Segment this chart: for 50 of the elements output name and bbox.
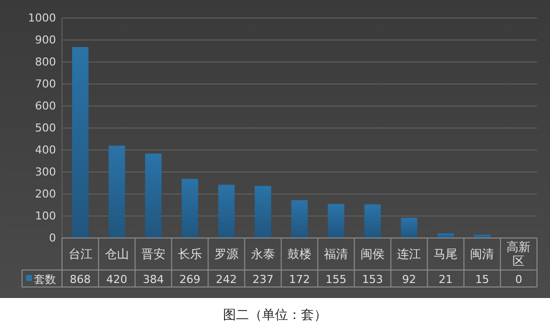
y-tick-label: 200 bbox=[35, 188, 56, 201]
y-tick-label: 600 bbox=[35, 100, 56, 113]
y-tick-label: 800 bbox=[35, 56, 56, 69]
x-tick-label: 鼓楼 bbox=[288, 247, 312, 261]
legend-label: 套数 bbox=[34, 273, 56, 286]
data-label: 384 bbox=[142, 273, 164, 286]
data-label: 92 bbox=[402, 273, 416, 286]
x-tick-label: 闽侯 bbox=[360, 247, 385, 261]
bar bbox=[72, 47, 88, 238]
bar bbox=[218, 184, 235, 238]
y-tick-label: 900 bbox=[35, 34, 56, 47]
data-label: 868 bbox=[70, 273, 91, 286]
data-label: 155 bbox=[326, 273, 347, 286]
bar bbox=[182, 178, 198, 238]
data-label: 21 bbox=[438, 273, 453, 286]
y-tick-label: 1000 bbox=[28, 12, 56, 25]
x-tick-label: 仓山 bbox=[104, 247, 129, 261]
bar bbox=[254, 186, 272, 238]
y-tick-label: 100 bbox=[35, 210, 56, 223]
data-label: 0 bbox=[515, 273, 522, 286]
data-label: 153 bbox=[362, 273, 384, 286]
bar bbox=[291, 200, 308, 238]
data-label: 172 bbox=[289, 273, 310, 286]
bar bbox=[328, 204, 344, 238]
x-tick-label: 长乐 bbox=[178, 247, 202, 261]
x-tick-label: 高新区 bbox=[506, 240, 531, 268]
bar bbox=[145, 154, 162, 238]
x-tick-label: 连江 bbox=[397, 247, 422, 261]
x-tick-label: 罗源 bbox=[214, 247, 238, 261]
x-tick-label: 永泰 bbox=[250, 247, 275, 261]
x-tick-label: 福清 bbox=[324, 247, 348, 261]
data-label: 15 bbox=[475, 273, 490, 286]
data-label: 242 bbox=[216, 273, 237, 286]
bar bbox=[400, 218, 418, 238]
x-tick-label: 闽清 bbox=[470, 247, 494, 261]
data-label: 420 bbox=[106, 273, 128, 286]
y-tick-label: 300 bbox=[35, 166, 56, 179]
x-tick-label: 晋安 bbox=[141, 247, 166, 261]
y-tick-label: 500 bbox=[35, 122, 56, 135]
bar bbox=[364, 204, 381, 238]
x-tick-label: 台江 bbox=[68, 247, 92, 261]
y-tick-label: 400 bbox=[35, 144, 56, 157]
data-label: 269 bbox=[179, 273, 200, 286]
data-label: 237 bbox=[252, 273, 274, 286]
bar bbox=[108, 146, 126, 238]
y-tick-label: 0 bbox=[49, 232, 56, 245]
bar bbox=[474, 234, 490, 238]
y-tick-label: 700 bbox=[35, 78, 56, 91]
x-tick-label: 马尾 bbox=[434, 247, 458, 261]
text: 图二（单位：套） bbox=[223, 308, 327, 323]
